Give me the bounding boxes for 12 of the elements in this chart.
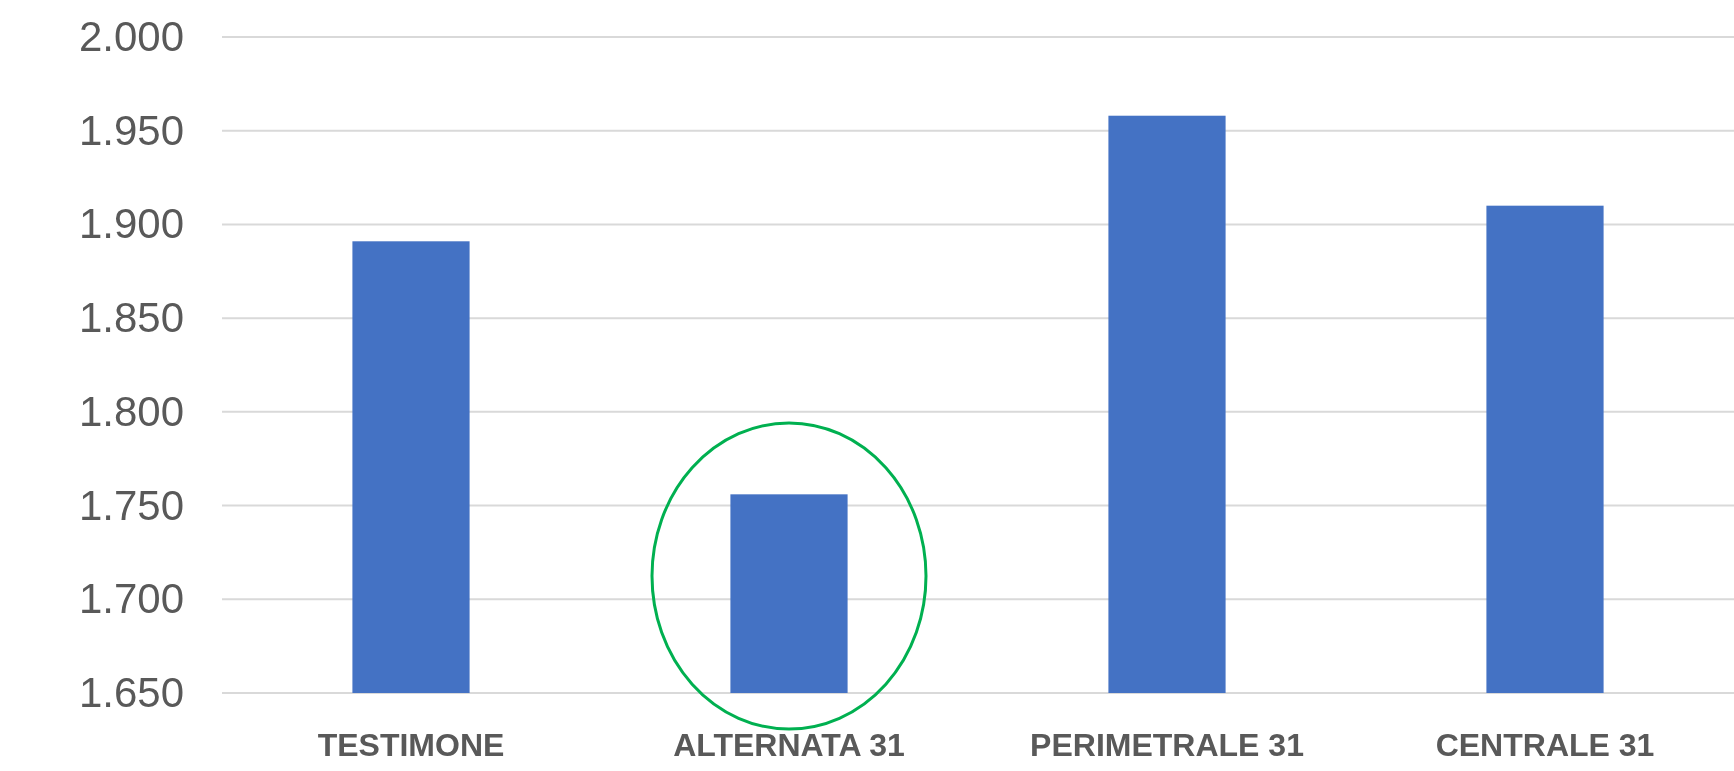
y-tick-label: 1.750	[78, 481, 184, 529]
y-tick-label: 1.700	[78, 575, 184, 623]
y-tick-label: 1.800	[78, 387, 184, 435]
x-tick-label: TESTIMONE	[317, 726, 505, 763]
x-tick-label: PERIMETRALE 31	[1030, 726, 1304, 763]
y-tick-label: 1.950	[78, 106, 184, 154]
y-tick-label: 1.900	[78, 200, 184, 248]
x-tick-label: CENTRALE 31	[1435, 726, 1655, 763]
x-tick-label: ALTERNATA 31	[673, 726, 905, 763]
y-tick-label: 1.650	[78, 668, 184, 716]
y-tick-label: 2.000	[78, 12, 184, 60]
y-tick-label: 1.850	[78, 294, 184, 342]
